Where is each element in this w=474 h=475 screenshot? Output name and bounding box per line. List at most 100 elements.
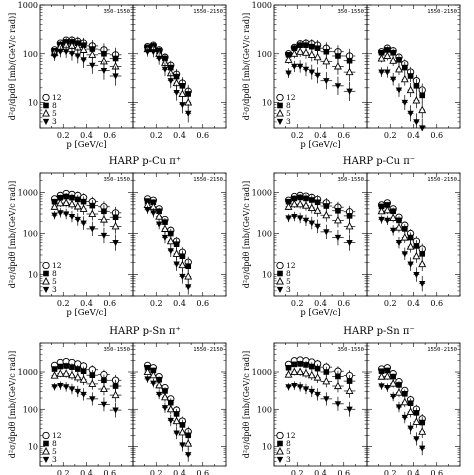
data-point	[314, 72, 321, 79]
series-5	[377, 371, 427, 439]
angle-range-label: 350-1550	[338, 347, 365, 353]
data-point	[185, 432, 192, 439]
data-point	[413, 271, 420, 279]
data-point	[419, 125, 426, 132]
data-point	[62, 49, 70, 56]
legend-marker	[43, 102, 49, 109]
data-point	[395, 223, 403, 231]
data-point	[155, 221, 163, 228]
series-3	[378, 382, 426, 456]
data-point	[346, 240, 353, 247]
data-point	[150, 367, 157, 374]
data-point	[390, 49, 396, 56]
y-tick-label: 10	[262, 271, 272, 280]
data-point	[378, 203, 385, 210]
series-3	[378, 66, 426, 132]
legend-marker	[42, 109, 50, 117]
series-3	[285, 60, 356, 101]
legend-label: 8	[52, 269, 57, 278]
data-point	[401, 390, 408, 397]
data-point	[395, 87, 403, 94]
data-point	[390, 373, 396, 380]
data-point	[291, 195, 298, 202]
y-tick-label: 100	[23, 405, 38, 414]
legend-marker	[276, 261, 284, 270]
data-point	[383, 205, 392, 214]
data-point	[89, 62, 96, 69]
legend-marker	[42, 447, 50, 455]
data-point	[346, 88, 353, 95]
data-point	[51, 366, 58, 372]
data-point	[333, 381, 342, 390]
data-point	[389, 76, 397, 83]
data-point	[302, 66, 310, 73]
data-point	[384, 367, 391, 374]
data-point	[57, 383, 64, 390]
data-point	[296, 367, 305, 376]
data-point	[419, 419, 426, 426]
data-point	[144, 376, 151, 383]
data-point	[378, 69, 385, 76]
data-point	[179, 83, 186, 89]
data-point	[69, 364, 75, 370]
data-point	[112, 407, 119, 414]
data-point	[291, 383, 298, 390]
data-point	[68, 199, 76, 208]
series-5	[284, 199, 356, 234]
data-point	[50, 371, 59, 379]
data-point	[323, 48, 330, 55]
data-point	[284, 370, 293, 378]
data-point	[80, 391, 87, 398]
legend-label: 12	[286, 431, 296, 440]
data-point	[150, 199, 157, 206]
data-point	[156, 376, 162, 383]
y-tick-label: 1000	[18, 368, 38, 377]
legend-marker	[42, 261, 50, 270]
data-point	[112, 240, 119, 247]
chart-panel-6: 0.2 0.4 0.6 10 100 1000 350-1550 0.2 0.4 0.6 1550-…	[242, 326, 461, 475]
data-point	[162, 388, 168, 394]
data-point	[303, 362, 309, 368]
x-tick-label: 0.2	[57, 131, 70, 140]
data-point	[413, 83, 420, 89]
data-point	[322, 56, 331, 65]
x-tick-label: 0.4	[407, 469, 420, 475]
data-point	[412, 96, 421, 104]
x-tick-label: 0.2	[150, 299, 163, 308]
data-point	[112, 383, 119, 389]
data-point	[68, 386, 76, 393]
data-point	[56, 369, 65, 377]
legend-label: 3	[52, 117, 57, 126]
legend-label: 5	[52, 277, 57, 286]
legend-marker	[276, 431, 284, 440]
subpanel-right: 0.2 0.4 0.6 1550-2150	[366, 342, 461, 475]
data-point	[406, 242, 415, 250]
series-3	[144, 375, 192, 462]
data-point	[80, 57, 87, 64]
subpanel-right: 0.2 0.4 0.6 1550-2150	[366, 4, 461, 140]
series-3	[378, 215, 426, 292]
data-point	[89, 372, 96, 379]
angle-range-label: 1550-2150	[427, 9, 457, 15]
legend-marker	[42, 286, 50, 293]
legend-marker	[42, 277, 50, 285]
data-point	[291, 45, 298, 51]
data-point	[384, 217, 391, 224]
x-tick-label: 0.6	[337, 299, 350, 308]
data-point	[51, 53, 58, 60]
data-point	[308, 197, 315, 203]
data-point	[401, 251, 408, 258]
data-point	[150, 49, 157, 56]
subpanel-right: 0.2 0.4 0.6 1550-2150	[132, 172, 227, 308]
data-point	[185, 284, 192, 291]
subpanel-left: 0.2 0.4 0.6 10 100 1000 350-1550	[252, 1, 368, 140]
y-tick-label: 1000	[252, 368, 272, 377]
chart-panel-4: 0.2 0.4 0.6 10 100 1000 350-1550 0.2 0.4 0.6 1550-…	[242, 156, 461, 318]
y-tick-label: 100	[23, 230, 38, 239]
data-point	[291, 213, 298, 221]
data-point	[89, 202, 96, 209]
data-point	[345, 386, 354, 394]
data-point	[296, 199, 305, 208]
